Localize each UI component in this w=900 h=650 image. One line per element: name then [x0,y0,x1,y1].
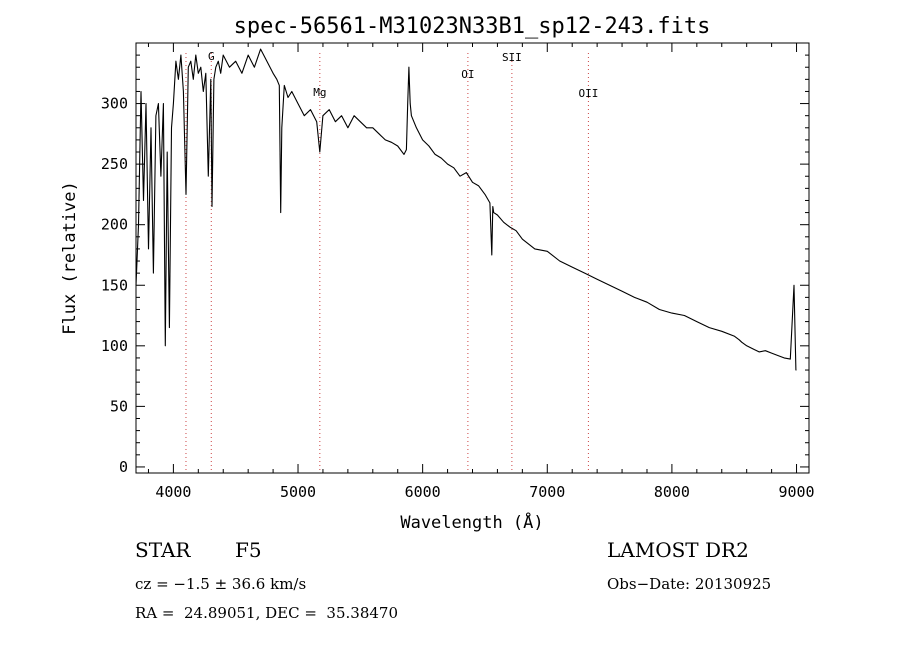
y-tick-label: 100 [101,337,128,355]
x-axis-label: Wavelength (Å) [400,511,543,533]
redshift-readout: cz = −1.5 ± 36.6 km/s [135,575,307,593]
x-tick-label: 5000 [280,483,316,501]
y-tick-label: 300 [101,95,128,113]
object-class: STAR [135,538,191,562]
line-annotation: OI [461,68,474,81]
y-tick-label: 150 [101,276,128,294]
line-annotation: OII [578,87,598,100]
plot-frame [135,42,810,474]
x-tick-label: 6000 [405,483,441,501]
x-tick-label: 9000 [778,483,814,501]
line-annotation: G [208,50,215,63]
y-tick-label: 0 [119,458,128,476]
spectrum-line [135,48,797,371]
obs-date: Obs−Date: 20130925 [607,575,772,593]
x-tick-label: 7000 [529,483,565,501]
coordinates: RA = 24.89051, DEC = 35.38470 [135,604,399,622]
x-tick-label: 8000 [654,483,690,501]
y-axis-label: Flux (relative) [60,181,80,335]
line-annotation: SII [502,51,522,64]
object-subclass: F5 [235,538,262,562]
line-annotation: Mg [313,86,326,99]
survey-name: LAMOST DR2 [607,538,749,562]
y-tick-label: 200 [101,216,128,234]
chart-title: spec-56561-M31023N33B1_sp12-243.fits [234,14,711,39]
y-tick-label: 50 [110,397,128,415]
x-tick-label: 4000 [155,483,191,501]
y-tick-label: 250 [101,155,128,173]
